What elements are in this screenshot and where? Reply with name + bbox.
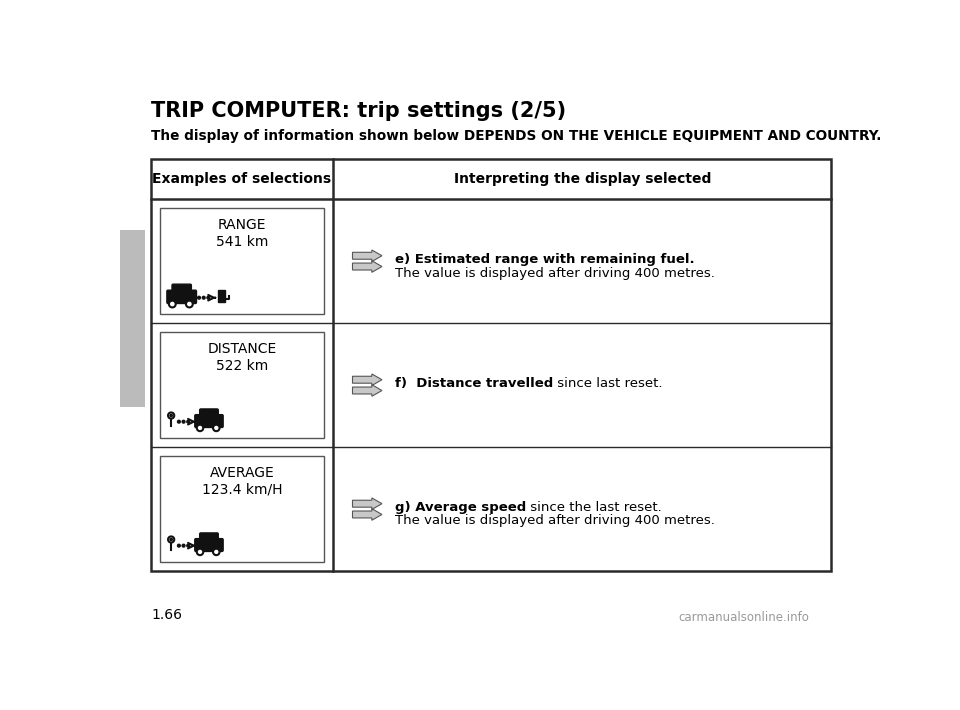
FancyBboxPatch shape: [200, 533, 218, 542]
Text: since last reset.: since last reset.: [553, 378, 662, 391]
Circle shape: [197, 549, 204, 555]
Text: carmanualsonline.info: carmanualsonline.info: [678, 611, 809, 624]
Text: AVERAGE: AVERAGE: [209, 466, 275, 481]
FancyArrow shape: [352, 250, 382, 261]
Text: g) Average speed: g) Average speed: [396, 501, 526, 514]
Circle shape: [197, 425, 204, 431]
Circle shape: [198, 296, 201, 299]
Text: f)  Distance travelled: f) Distance travelled: [396, 378, 553, 391]
Text: DISTANCE: DISTANCE: [207, 342, 276, 356]
Text: 123.4 km/H: 123.4 km/H: [202, 483, 282, 496]
Circle shape: [169, 300, 176, 307]
Circle shape: [213, 549, 220, 555]
Text: RANGE: RANGE: [218, 219, 266, 232]
Circle shape: [207, 296, 209, 299]
Text: 522 km: 522 km: [216, 359, 268, 373]
Text: The display of information shown below DEPENDS ON THE VEHICLE EQUIPMENT AND COUN: The display of information shown below D…: [151, 129, 881, 143]
FancyBboxPatch shape: [172, 284, 191, 293]
Bar: [219, 293, 226, 302]
FancyArrow shape: [352, 508, 382, 520]
Text: The value is displayed after driving 400 metres.: The value is displayed after driving 400…: [396, 515, 715, 528]
Circle shape: [182, 545, 185, 547]
Text: The value is displayed after driving 400 metres.: The value is displayed after driving 400…: [396, 266, 715, 280]
Circle shape: [178, 420, 180, 423]
Text: TRIP COMPUTER: trip settings (2/5): TRIP COMPUTER: trip settings (2/5): [151, 101, 566, 121]
FancyBboxPatch shape: [195, 415, 223, 427]
Bar: [219, 290, 226, 293]
FancyBboxPatch shape: [167, 290, 197, 303]
Circle shape: [178, 545, 180, 547]
Circle shape: [170, 415, 172, 417]
FancyArrow shape: [352, 374, 382, 386]
Bar: [160, 209, 324, 314]
FancyArrow shape: [352, 261, 382, 273]
Circle shape: [203, 296, 205, 299]
Bar: [120, 230, 145, 407]
Circle shape: [186, 300, 193, 307]
Bar: [160, 457, 324, 562]
Circle shape: [213, 425, 220, 431]
Circle shape: [187, 420, 189, 423]
Circle shape: [182, 420, 185, 423]
Text: 541 km: 541 km: [216, 234, 268, 248]
Text: Examples of selections: Examples of selections: [153, 172, 331, 186]
Bar: [160, 332, 324, 438]
FancyArrow shape: [352, 498, 382, 510]
Bar: [151, 159, 831, 571]
Circle shape: [187, 545, 189, 547]
FancyBboxPatch shape: [200, 409, 218, 417]
Text: e) Estimated range with remaining fuel.: e) Estimated range with remaining fuel.: [396, 253, 695, 266]
FancyBboxPatch shape: [195, 539, 223, 552]
Text: since the last reset.: since the last reset.: [526, 501, 662, 514]
FancyArrow shape: [352, 385, 382, 396]
Circle shape: [170, 538, 172, 540]
Text: 1.66: 1.66: [151, 608, 182, 622]
Text: Interpreting the display selected: Interpreting the display selected: [454, 172, 711, 186]
